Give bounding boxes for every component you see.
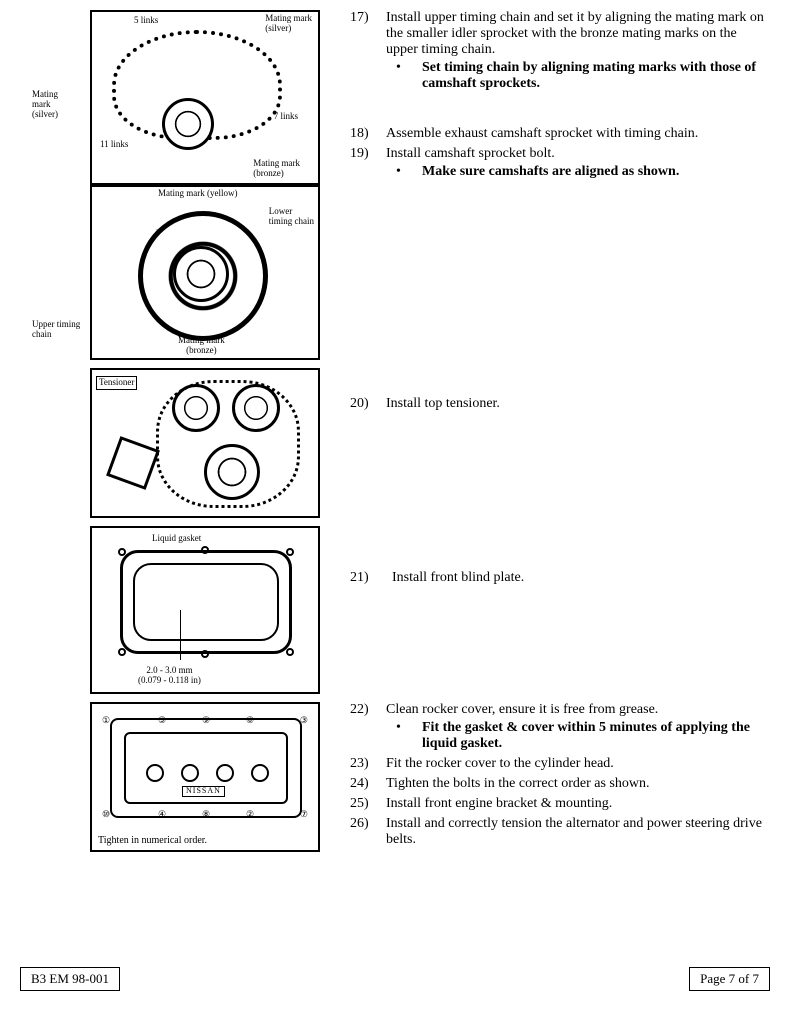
label-11-links: 11 links: [100, 140, 128, 150]
step-text: Install front blind plate.: [386, 570, 770, 586]
step-bullet: • Set timing chain by aligning mating ma…: [386, 60, 770, 92]
bullet-text: Fit the gasket & cover within 5 minutes …: [422, 720, 770, 752]
step-19: 19) Install camshaft sprocket bolt. • Ma…: [350, 146, 770, 180]
arrow-line-icon: [180, 610, 181, 660]
label-mating-bronze-1: Mating mark (bronze): [253, 159, 300, 179]
label-liquid-gasket: Liquid gasket: [152, 534, 201, 544]
label-upper-chain: Upper timing chain: [32, 320, 80, 340]
label-mating-yellow: Mating mark (yellow): [158, 189, 237, 199]
step-bullet: • Make sure camshafts are aligned as sho…: [386, 164, 770, 180]
label-mating-silver-top: Mating mark (silver): [265, 14, 312, 34]
label-5-links: 5 links: [134, 16, 158, 26]
brand-badge: NISSAN: [182, 786, 225, 797]
text-column-3: 21) Install front blind plate.: [330, 526, 770, 590]
bolt-hole-icon: [286, 548, 294, 556]
sprocket-icon: [162, 98, 214, 150]
step-21: 21) Install front blind plate.: [350, 570, 770, 586]
row-4: NISSAN ① ⑤ ⑨ ⑥ ③ ⑩ ④ ⑧ ② ⑦ Tighten in nu…: [20, 702, 770, 852]
step-25: 25) Install front engine bracket & mount…: [350, 796, 770, 812]
label-tensioner: Tensioner: [96, 376, 137, 390]
rocker-inner-icon: NISSAN: [124, 732, 288, 804]
step-text: Assemble exhaust camshaft sprocket with …: [386, 126, 770, 142]
figure-column-2: Tensioner: [20, 368, 330, 518]
step-22: 22) Clean rocker cover, ensure it is fre…: [350, 702, 770, 752]
row-1: 5 links Mating mark (silver) Mating mark…: [20, 10, 770, 360]
bolt-hole-icon: [118, 548, 126, 556]
step-number: 21): [350, 570, 386, 586]
step-body: Clean rocker cover, ensure it is free fr…: [386, 702, 770, 752]
text-column-2: 20) Install top tensioner.: [330, 368, 770, 416]
bullet-text: Make sure camshafts are aligned as shown…: [422, 164, 770, 180]
step-body: Install upper timing chain and set it by…: [386, 10, 770, 92]
step-text: Tighten the bolts in the correct order a…: [386, 776, 770, 792]
figure-column-1: 5 links Mating mark (silver) Mating mark…: [20, 10, 330, 360]
bolt-hole-icon: [201, 650, 209, 658]
step-number: 18): [350, 126, 386, 142]
figure-timing-chain-upper: 5 links Mating mark (silver) Mating mark…: [90, 10, 320, 185]
step-number: 26): [350, 816, 386, 848]
bullet-text: Set timing chain by aligning mating mark…: [422, 60, 770, 92]
bullet-icon: •: [386, 60, 422, 92]
step-text: Install and correctly tension the altern…: [386, 816, 770, 848]
step-text: Install upper timing chain and set it by…: [386, 10, 764, 57]
step-number: 22): [350, 702, 386, 752]
figure-tensioner: Tensioner: [90, 368, 320, 518]
bullet-icon: •: [386, 164, 422, 180]
label-tighten-order: Tighten in numerical order.: [98, 835, 207, 846]
step-body: Install camshaft sprocket bolt. • Make s…: [386, 146, 770, 180]
step-17: 17) Install upper timing chain and set i…: [350, 10, 770, 92]
chain-path-icon: [156, 380, 300, 508]
plate-outer-icon: [120, 550, 292, 654]
step-18: 18) Assemble exhaust camshaft sprocket w…: [350, 126, 770, 142]
figure-rocker-cover: NISSAN ① ⑤ ⑨ ⑥ ③ ⑩ ④ ⑧ ② ⑦ Tighten in nu…: [90, 702, 320, 852]
step-26: 26) Install and correctly tension the al…: [350, 816, 770, 848]
figure-column-4: NISSAN ① ⑤ ⑨ ⑥ ③ ⑩ ④ ⑧ ② ⑦ Tighten in nu…: [20, 702, 330, 852]
step-text: Install camshaft sprocket bolt.: [386, 146, 555, 161]
step-23: 23) Fit the rocker cover to the cylinder…: [350, 756, 770, 772]
step-24: 24) Tighten the bolts in the correct ord…: [350, 776, 770, 792]
text-column-4: 22) Clean rocker cover, ensure it is fre…: [330, 702, 770, 852]
step-text: Fit the rocker cover to the cylinder hea…: [386, 756, 770, 772]
page-number-box: Page 7 of 7: [689, 967, 770, 991]
page-footer: B3 EM 98-001 Page 7 of 7: [20, 967, 770, 991]
text-column-1: 17) Install upper timing chain and set i…: [330, 10, 770, 184]
plug-hole-icon: [251, 764, 269, 782]
step-bullet: • Fit the gasket & cover within 5 minute…: [386, 720, 770, 752]
step-number: 23): [350, 756, 386, 772]
step-text: Clean rocker cover, ensure it is free fr…: [386, 702, 658, 717]
plate-inner-icon: [133, 563, 279, 641]
bolt-hole-icon: [201, 546, 209, 554]
label-lower-chain: Lower timing chain: [269, 207, 314, 227]
step-text: Install front engine bracket & mounting.: [386, 796, 770, 812]
figure-timing-chain-lower: Mating mark (yellow) Lower timing chain …: [90, 185, 320, 360]
step-number: 20): [350, 396, 386, 412]
step-number: 19): [350, 146, 386, 180]
plug-hole-icon: [181, 764, 199, 782]
tensioner-body-icon: [106, 436, 160, 490]
row-2: Tensioner 20) Install top tensioner.: [20, 368, 770, 518]
plug-hole-icon: [216, 764, 234, 782]
step-text: Install top tensioner.: [386, 396, 770, 412]
figure-column-3: Liquid gasket 2.0 - 3.0 mm (0.079 - 0.11…: [20, 526, 330, 694]
rocker-outline-icon: NISSAN ① ⑤ ⑨ ⑥ ③ ⑩ ④ ⑧ ② ⑦: [110, 718, 302, 818]
step-20: 20) Install top tensioner.: [350, 396, 770, 412]
bolt-hole-icon: [118, 648, 126, 656]
bullet-icon: •: [386, 720, 422, 752]
bolt-hole-icon: [286, 648, 294, 656]
plug-hole-icon: [146, 764, 164, 782]
row-3: Liquid gasket 2.0 - 3.0 mm (0.079 - 0.11…: [20, 526, 770, 694]
label-7-links: 7 links: [274, 112, 298, 122]
inner-sprocket-icon: [173, 246, 229, 302]
step-number: 17): [350, 10, 386, 92]
step-number: 24): [350, 776, 386, 792]
step-number: 25): [350, 796, 386, 812]
doc-id-box: B3 EM 98-001: [20, 967, 120, 991]
label-mating-silver-left: Mating mark (silver): [32, 90, 58, 120]
figure-blind-plate: Liquid gasket 2.0 - 3.0 mm (0.079 - 0.11…: [90, 526, 320, 694]
page-content: 5 links Mating mark (silver) Mating mark…: [20, 10, 770, 860]
label-dimension: 2.0 - 3.0 mm (0.079 - 0.118 in): [138, 666, 201, 686]
large-sprocket-icon: [138, 211, 268, 341]
